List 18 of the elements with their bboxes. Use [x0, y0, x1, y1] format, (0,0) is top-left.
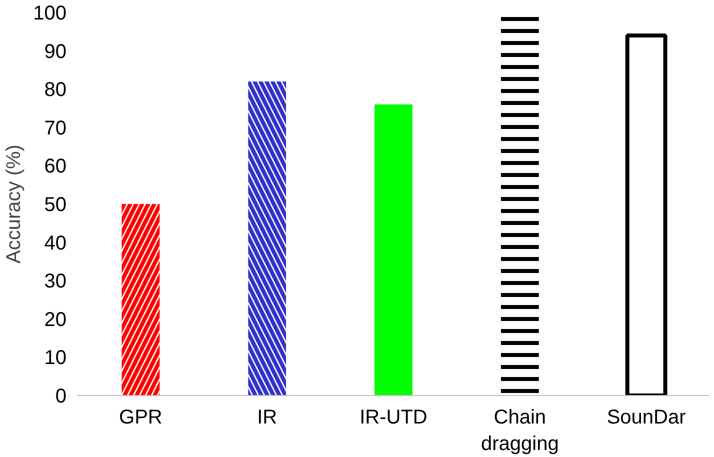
y-tick-label: 80 — [44, 79, 67, 102]
x-tick-label: GPR — [119, 406, 162, 428]
y-tick-label: 30 — [44, 270, 67, 293]
y-tick-label: 20 — [44, 308, 67, 331]
y-tick-label: 60 — [44, 156, 67, 178]
y-tick-label: 90 — [44, 40, 67, 63]
x-tick-label: IR — [257, 406, 278, 428]
bar — [374, 104, 412, 396]
y-axis-title: Accuracy (%) — [3, 144, 26, 264]
x-tick-label: IR-UTD — [360, 406, 428, 428]
y-tick-label: 70 — [44, 117, 67, 140]
y-tick-label: 0 — [55, 386, 66, 408]
y-tick-label: 10 — [44, 347, 67, 370]
y-tick-label: 100 — [33, 2, 67, 24]
y-tick-label: 40 — [44, 232, 67, 254]
x-tick-label: SounDar — [606, 406, 686, 428]
x-tick-label: Chain dragging — [480, 406, 559, 455]
y-tick-label: 50 — [44, 194, 67, 216]
